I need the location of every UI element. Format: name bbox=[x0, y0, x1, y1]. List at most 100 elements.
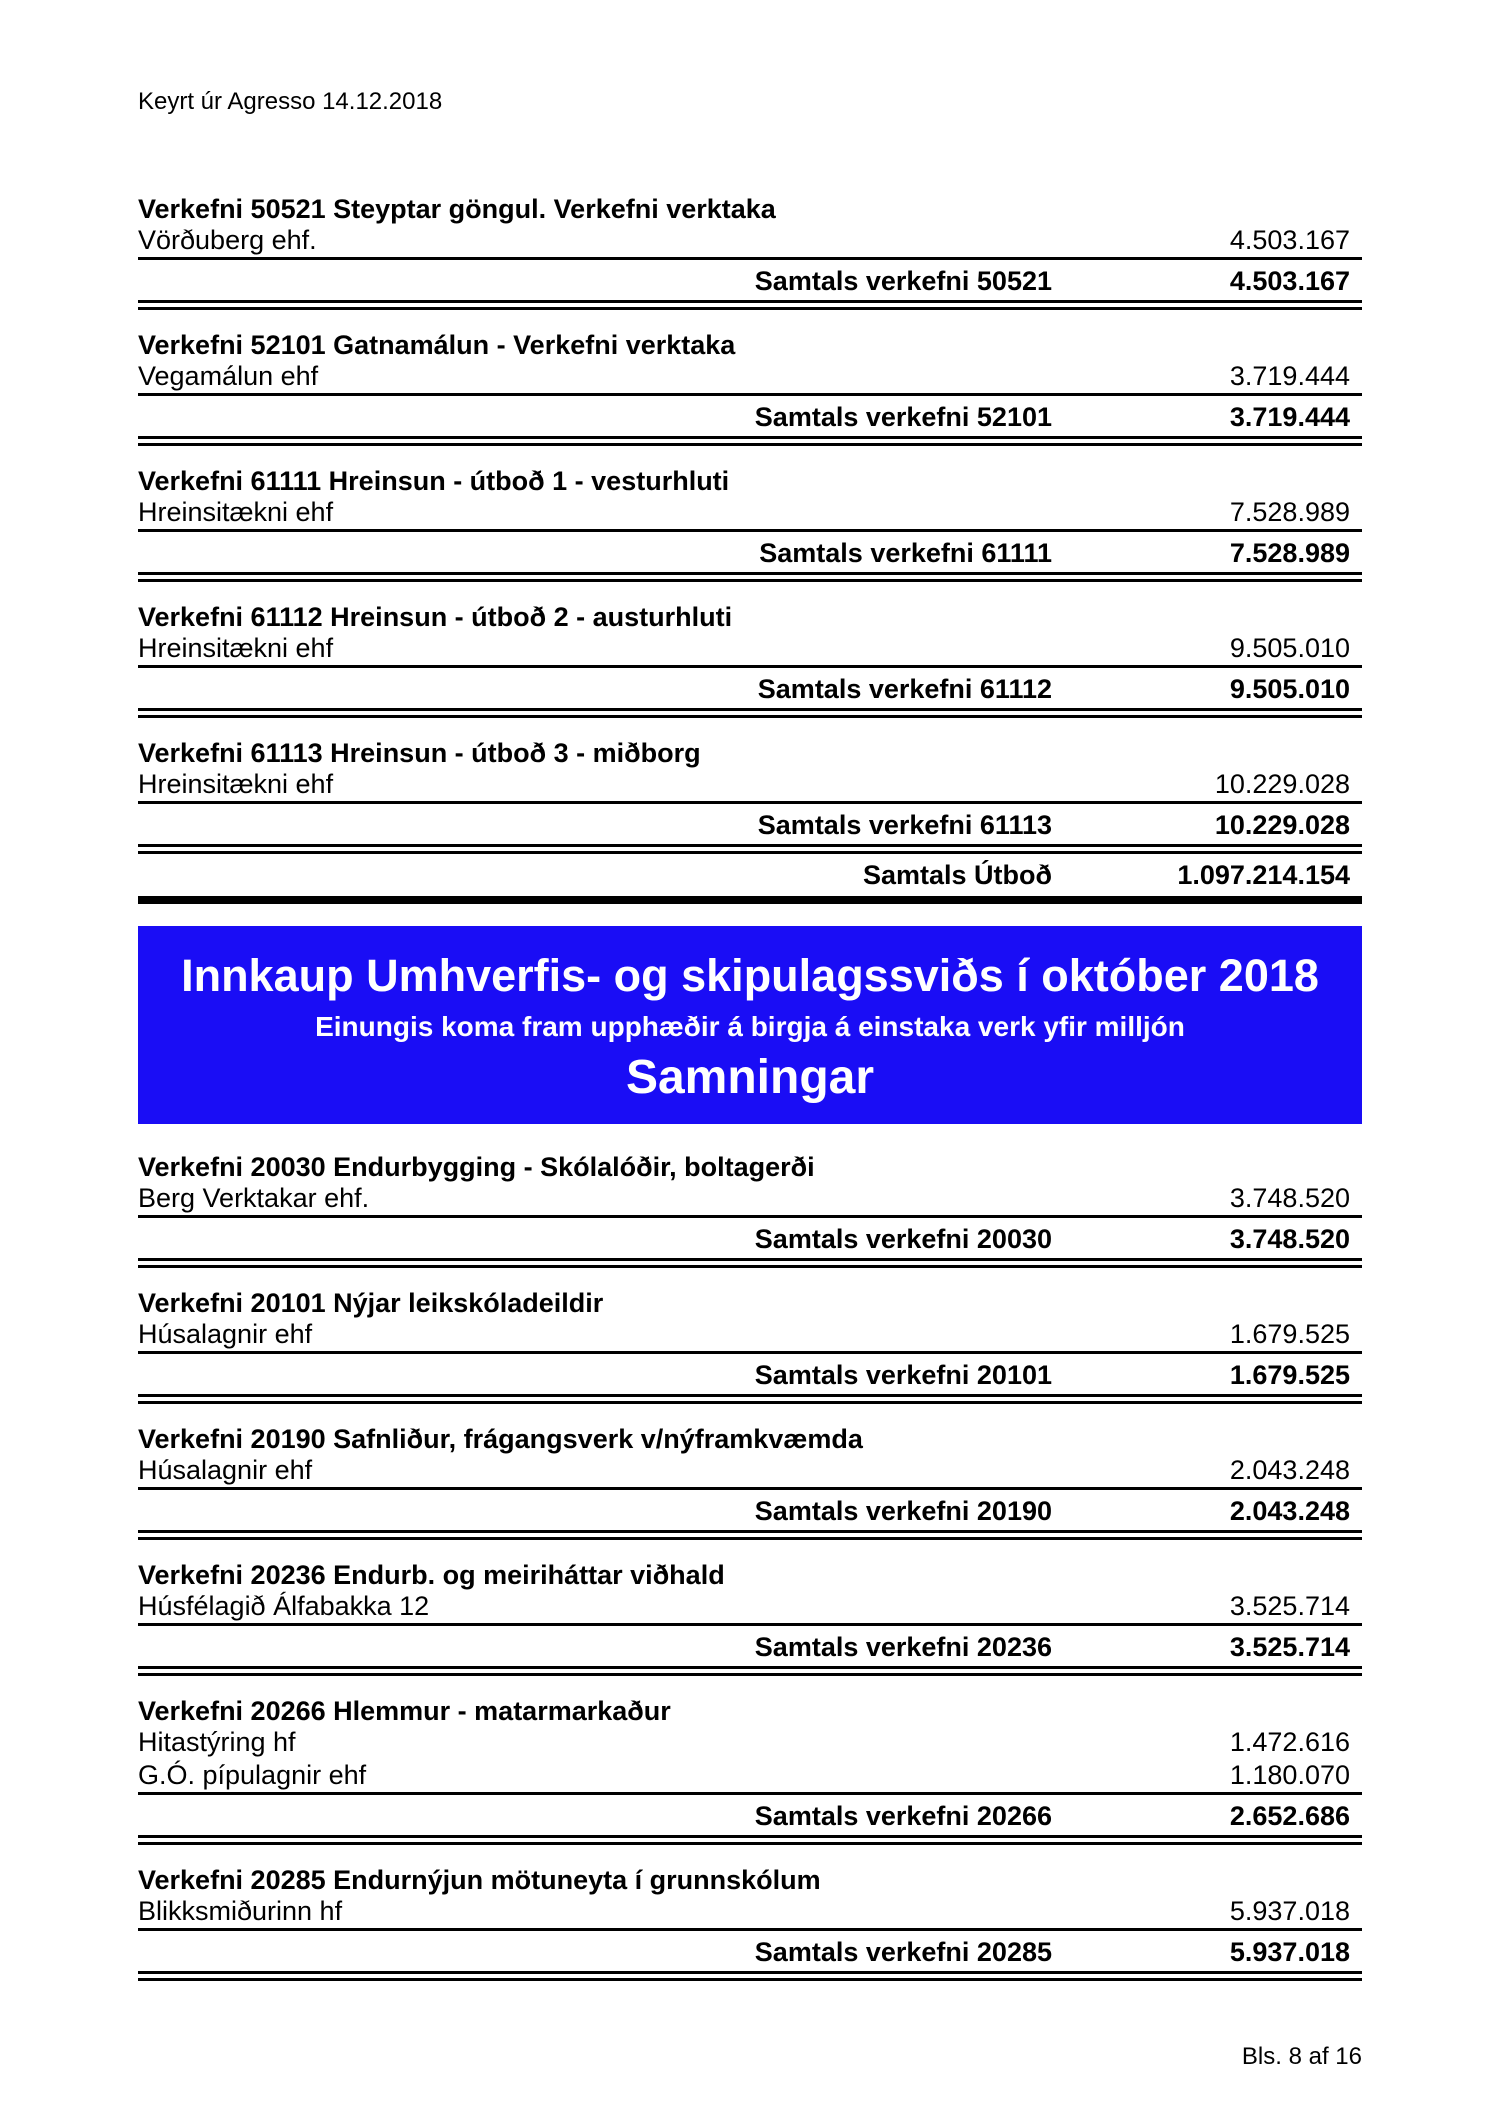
utbod-section-list: Verkefni 50521 Steyptar göngul. Verkefni… bbox=[138, 194, 1362, 854]
supplier-row: G.Ó. pípulagnir ehf 1.180.070 bbox=[138, 1759, 1362, 1792]
project-section: Verkefni 20190 Safnliður, frágangsverk v… bbox=[138, 1424, 1362, 1540]
supplier-name: Vörðuberg ehf. bbox=[138, 225, 317, 255]
utbod-grand-total-amount: 1.097.214.154 bbox=[1177, 860, 1350, 890]
project-total-label: Samtals verkefni 20030 bbox=[754, 1224, 1052, 1254]
project-total-label: Samtals verkefni 61111 bbox=[759, 538, 1052, 568]
supplier-row: Húsalagnir ehf 1.679.525 bbox=[138, 1318, 1362, 1351]
project-section: Verkefni 52101 Gatnamálun - Verkefni ver… bbox=[138, 330, 1362, 446]
banner-subtitle: Einungis koma fram upphæðir á birgja á e… bbox=[315, 1011, 1185, 1042]
supplier-name: Hitastýring hf bbox=[138, 1727, 296, 1757]
project-section-title: Verkefni 20030 Endurbygging - Skólalóðir… bbox=[138, 1152, 815, 1182]
run-header: Keyrt úr Agresso 14.12.2018 bbox=[138, 88, 443, 115]
project-total-amount: 2.652.686 bbox=[1229, 1801, 1350, 1831]
supplier-name: Húsfélagið Álfabakka 12 bbox=[138, 1591, 430, 1621]
project-section-title: Verkefni 61112 Hreinsun - útboð 2 - aust… bbox=[138, 602, 733, 632]
report-body: Verkefni 50521 Steyptar göngul. Verkefni… bbox=[138, 194, 1362, 2071]
supplier-group: Hreinsitækni ehf 9.505.010 bbox=[138, 632, 1362, 668]
supplier-group: Berg Verktakar ehf. 3.748.520 bbox=[138, 1182, 1362, 1218]
supplier-name: Berg Verktakar ehf. bbox=[138, 1183, 370, 1213]
project-total-row: Samtals verkefni 61111 7.528.989 bbox=[138, 532, 1362, 582]
samningar-section-list: Verkefni 20030 Endurbygging - Skólalóðir… bbox=[138, 1152, 1362, 1981]
supplier-amount: 3.748.520 bbox=[1229, 1183, 1350, 1213]
supplier-amount: 5.937.018 bbox=[1229, 1896, 1350, 1926]
supplier-group: Húsfélagið Álfabakka 12 3.525.714 bbox=[138, 1590, 1362, 1626]
project-total-label: Samtals verkefni 61113 bbox=[757, 810, 1052, 840]
project-section-title: Verkefni 20266 Hlemmur - matarmarkaður bbox=[138, 1696, 671, 1726]
supplier-amount: 9.505.010 bbox=[1229, 633, 1350, 663]
project-section-title: Verkefni 20101 Nýjar leikskóladeildir bbox=[138, 1288, 604, 1318]
supplier-group: Vegamálun ehf 3.719.444 bbox=[138, 360, 1362, 396]
utbod-grand-total-row: Samtals Útboð 1.097.214.154 bbox=[138, 854, 1362, 904]
project-total-label: Samtals verkefni 20285 bbox=[754, 1937, 1052, 1967]
project-total-amount: 10.229.028 bbox=[1214, 810, 1350, 840]
project-section: Verkefni 20285 Endurnýjun mötuneyta í gr… bbox=[138, 1865, 1362, 1981]
supplier-name: Hreinsitækni ehf bbox=[138, 769, 334, 799]
project-total-row: Samtals verkefni 20190 2.043.248 bbox=[138, 1490, 1362, 1540]
supplier-row: Hreinsitækni ehf 10.229.028 bbox=[138, 768, 1362, 801]
utbod-grand-total-label: Samtals Útboð bbox=[862, 860, 1052, 890]
project-total-amount: 7.528.989 bbox=[1229, 538, 1350, 568]
supplier-name: G.Ó. pípulagnir ehf bbox=[138, 1760, 367, 1790]
project-section-title: Verkefni 20236 Endurb. og meiriháttar vi… bbox=[138, 1560, 725, 1590]
project-section: Verkefni 20266 Hlemmur - matarmarkaður H… bbox=[138, 1696, 1362, 1845]
supplier-name: Húsalagnir ehf bbox=[138, 1455, 313, 1485]
project-section-title: Verkefni 61113 Hreinsun - útboð 3 - miðb… bbox=[138, 738, 701, 768]
supplier-name: Blikksmiðurinn hf bbox=[138, 1896, 343, 1926]
project-total-amount: 3.525.714 bbox=[1229, 1632, 1350, 1662]
supplier-group: Húsalagnir ehf 1.679.525 bbox=[138, 1318, 1362, 1354]
project-total-amount: 5.937.018 bbox=[1229, 1937, 1350, 1967]
project-section-title: Verkefni 61111 Hreinsun - útboð 1 - vest… bbox=[138, 466, 730, 496]
project-total-row: Samtals verkefni 50521 4.503.167 bbox=[138, 260, 1362, 310]
project-total-label: Samtals verkefni 20236 bbox=[754, 1632, 1052, 1662]
project-total-label: Samtals verkefni 20101 bbox=[754, 1360, 1052, 1390]
project-total-row: Samtals verkefni 61113 10.229.028 bbox=[138, 804, 1362, 854]
supplier-group: Hitastýring hf 1.472.616 G.Ó. pípulagnir… bbox=[138, 1726, 1362, 1795]
project-section-title: Verkefni 20285 Endurnýjun mötuneyta í gr… bbox=[138, 1865, 821, 1895]
project-total-row: Samtals verkefni 20236 3.525.714 bbox=[138, 1626, 1362, 1676]
supplier-group: Hreinsitækni ehf 10.229.028 bbox=[138, 768, 1362, 804]
supplier-group: Húsalagnir ehf 2.043.248 bbox=[138, 1454, 1362, 1490]
supplier-group: Vörðuberg ehf. 4.503.167 bbox=[138, 224, 1362, 260]
project-total-row: Samtals verkefni 20285 5.937.018 bbox=[138, 1931, 1362, 1981]
supplier-amount: 3.719.444 bbox=[1229, 361, 1350, 391]
project-section: Verkefni 50521 Steyptar göngul. Verkefni… bbox=[138, 194, 1362, 310]
supplier-amount: 7.528.989 bbox=[1229, 497, 1350, 527]
project-total-amount: 1.679.525 bbox=[1229, 1360, 1350, 1390]
project-total-label: Samtals verkefni 50521 bbox=[754, 266, 1052, 296]
supplier-row: Húsalagnir ehf 2.043.248 bbox=[138, 1454, 1362, 1487]
supplier-row: Berg Verktakar ehf. 3.748.520 bbox=[138, 1182, 1362, 1215]
page-footer: Bls. 8 af 16 bbox=[1241, 2043, 1362, 2070]
project-total-amount: 4.503.167 bbox=[1229, 266, 1350, 296]
project-section: Verkefni 20101 Nýjar leikskóladeildir Hú… bbox=[138, 1288, 1362, 1404]
supplier-name: Hreinsitækni ehf bbox=[138, 633, 334, 663]
project-total-row: Samtals verkefni 20030 3.748.520 bbox=[138, 1218, 1362, 1268]
supplier-group: Blikksmiðurinn hf 5.937.018 bbox=[138, 1895, 1362, 1931]
project-total-row: Samtals verkefni 52101 3.719.444 bbox=[138, 396, 1362, 446]
supplier-name: Hreinsitækni ehf bbox=[138, 497, 334, 527]
supplier-name: Húsalagnir ehf bbox=[138, 1319, 313, 1349]
supplier-row: Vörðuberg ehf. 4.503.167 bbox=[138, 224, 1362, 257]
supplier-amount: 1.180.070 bbox=[1229, 1760, 1350, 1790]
supplier-amount: 3.525.714 bbox=[1229, 1591, 1350, 1621]
supplier-row: Hitastýring hf 1.472.616 bbox=[138, 1726, 1362, 1759]
project-section-title: Verkefni 50521 Steyptar göngul. Verkefni… bbox=[138, 194, 776, 224]
supplier-row: Hreinsitækni ehf 7.528.989 bbox=[138, 496, 1362, 529]
supplier-group: Hreinsitækni ehf 7.528.989 bbox=[138, 496, 1362, 532]
banner-section-title: Samningar bbox=[625, 1051, 875, 1104]
project-section: Verkefni 61112 Hreinsun - útboð 2 - aust… bbox=[138, 602, 1362, 718]
supplier-row: Hreinsitækni ehf 9.505.010 bbox=[138, 632, 1362, 665]
project-total-row: Samtals verkefni 20101 1.679.525 bbox=[138, 1354, 1362, 1404]
project-section: Verkefni 20030 Endurbygging - Skólalóðir… bbox=[138, 1152, 1362, 1268]
banner-title: Innkaup Umhverfis- og skipulagssviðs í o… bbox=[181, 950, 1319, 1001]
project-total-row: Samtals verkefni 20266 2.652.686 bbox=[138, 1795, 1362, 1845]
project-total-row: Samtals verkefni 61112 9.505.010 bbox=[138, 668, 1362, 718]
project-section-title: Verkefni 52101 Gatnamálun - Verkefni ver… bbox=[138, 330, 736, 360]
project-section: Verkefni 20236 Endurb. og meiriháttar vi… bbox=[138, 1560, 1362, 1676]
project-total-amount: 3.748.520 bbox=[1229, 1224, 1350, 1254]
project-total-label: Samtals verkefni 61112 bbox=[757, 674, 1052, 704]
project-total-amount: 2.043.248 bbox=[1229, 1496, 1350, 1526]
supplier-amount: 1.679.525 bbox=[1229, 1319, 1350, 1349]
supplier-amount: 4.503.167 bbox=[1229, 225, 1350, 255]
project-total-label: Samtals verkefni 20190 bbox=[754, 1496, 1052, 1526]
